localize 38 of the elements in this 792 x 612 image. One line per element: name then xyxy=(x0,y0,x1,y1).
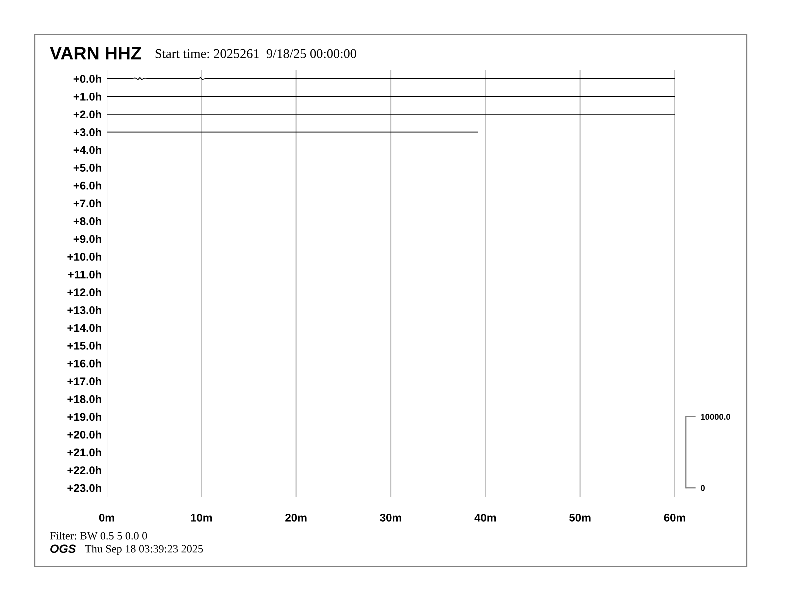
y-tick-label: +1.0h xyxy=(74,92,102,101)
x-tick-label: 60m xyxy=(664,514,686,522)
y-tick-label: +15.0h xyxy=(68,342,102,350)
y-tick-label: +16.0h xyxy=(68,360,102,368)
x-tick-label: 30m xyxy=(380,514,402,522)
y-tick-label: +6.0h xyxy=(74,182,102,190)
y2-tick-label: 10000.0 xyxy=(701,414,730,420)
y-tick-label: +10.0h xyxy=(68,252,102,261)
x-tick-label: 20m xyxy=(286,514,307,522)
y-tick-label: +9.0h xyxy=(74,234,102,244)
chart-subtitle: Start time: 2025261 9/18/25 00:00:00 xyxy=(156,49,356,58)
y-tick-label: +18.0h xyxy=(68,395,102,404)
y-tick-label: +0.0h xyxy=(74,74,102,84)
y-tick-label: +22.0h xyxy=(68,466,102,474)
text: OGS xyxy=(50,544,76,554)
y-tick-label: +5.0h xyxy=(74,164,102,172)
y-tick-label: +3.0h xyxy=(74,128,102,136)
y-tick-label: +20.0h xyxy=(68,430,102,439)
text: Thu Sep 18 03:39:23 2025 xyxy=(85,544,204,556)
x-tick-label: 40m xyxy=(474,514,496,522)
y-tick-label: +13.0h xyxy=(68,306,102,314)
x-tick-label: 0m xyxy=(99,514,114,522)
y2-tick-label: 0 xyxy=(701,485,705,492)
y-tick-label: +23.0h xyxy=(68,484,102,492)
y-tick-label: +12.0h xyxy=(68,288,102,297)
y-tick-label: +4.0h xyxy=(74,146,102,154)
y-tick-label: +11.0h xyxy=(68,270,102,279)
y-tick-label: +19.0h xyxy=(68,412,102,422)
y-tick-label: +14.0h xyxy=(68,324,102,332)
y-tick-label: +17.0h xyxy=(68,377,102,386)
x-tick-label: 50m xyxy=(570,514,591,522)
y-tick-label: +2.0h xyxy=(74,110,102,119)
x-tick-label: 10m xyxy=(191,514,212,522)
text: Filter: BW 0.5 5 0.0 0 xyxy=(50,532,148,540)
chart-title: VARN HHZ xyxy=(50,47,142,60)
y-tick-label: +7.0h xyxy=(74,199,102,208)
y-tick-label: +8.0h xyxy=(74,217,102,226)
y-tick-label: +21.0h xyxy=(68,448,102,457)
